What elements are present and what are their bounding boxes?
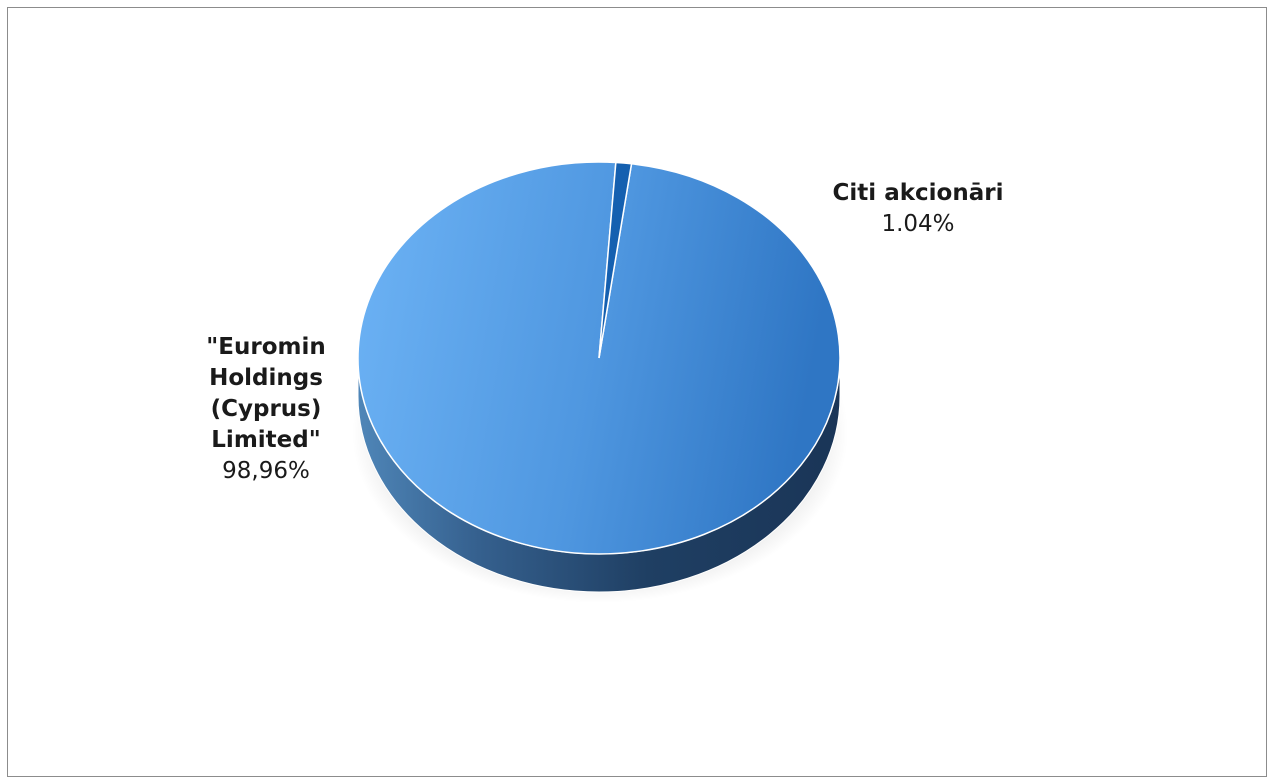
pie-slices bbox=[357, 161, 841, 555]
slice-name-citi: Citi akcionāri bbox=[832, 180, 1004, 206]
pie-chart bbox=[352, 161, 848, 603]
slice-value-euromin: 98,96% bbox=[222, 458, 310, 484]
slice-value-citi: 1.04% bbox=[881, 211, 955, 237]
chart-area: "Euromin Holdings (Cyprus) Limited" 98,9… bbox=[7, 7, 1267, 777]
slice-name-euromin-line-3: Limited" bbox=[211, 427, 321, 453]
slice-label-citi: Citi akcionāri 1.04% bbox=[808, 178, 1028, 240]
pie-slice-citi bbox=[598, 161, 633, 359]
slice-label-euromin: "Euromin Holdings (Cyprus) Limited" 98,9… bbox=[166, 332, 366, 487]
slice-name-euromin-line-2: Holdings (Cyprus) bbox=[209, 365, 323, 422]
slice-name-euromin-line-1: "Euromin bbox=[206, 334, 326, 360]
